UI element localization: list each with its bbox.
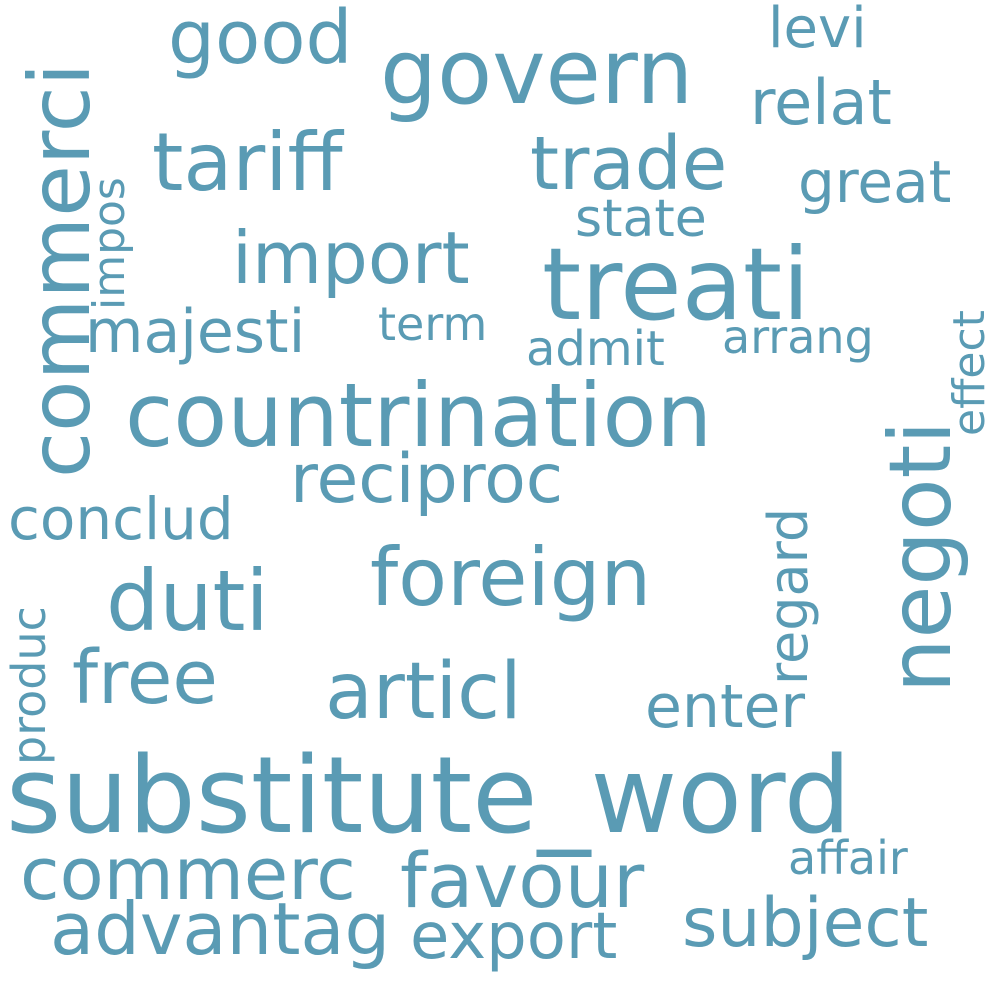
word-affair: affair [788, 831, 908, 885]
word-tariff: tariff [152, 116, 343, 209]
word-state: state [575, 189, 707, 249]
word-produc: produc [2, 606, 56, 765]
word-articl: articl [325, 647, 522, 737]
word-commerc: commerc [20, 832, 356, 916]
word-export: export [410, 900, 618, 974]
word-admit: admit [526, 321, 665, 377]
word-reciproc: reciproc [290, 440, 564, 519]
word-good: good [168, 0, 353, 81]
word-foreign: foreign [370, 531, 652, 624]
word-free: free [72, 635, 218, 721]
word-great: great [798, 148, 952, 216]
word-import: import [232, 216, 470, 300]
word-arrang: arrang [722, 310, 874, 364]
word-majesti: majesti [85, 297, 306, 367]
word-impos: impos [84, 177, 135, 310]
word-govern: govern [380, 20, 694, 125]
word-treati: treati [542, 226, 810, 343]
word-enter: enter [645, 672, 806, 742]
word-trade: trade [530, 121, 728, 207]
word-negoti: negoti [871, 420, 971, 693]
word-conclud: conclud [8, 485, 234, 553]
word-relat: relat [750, 66, 892, 139]
word-substitute-word: substitute_word [6, 734, 851, 857]
word-effect: effect [944, 310, 995, 436]
word-advantag: advantag [50, 887, 391, 971]
word-subject: subject [682, 884, 929, 963]
word-levi: levi [768, 0, 867, 61]
word-countrination: countrination [125, 364, 713, 467]
word-term: term [378, 297, 488, 351]
word-favour: favour [400, 836, 645, 925]
word-regard: regard [757, 507, 820, 685]
word-duti: duti [106, 552, 269, 650]
